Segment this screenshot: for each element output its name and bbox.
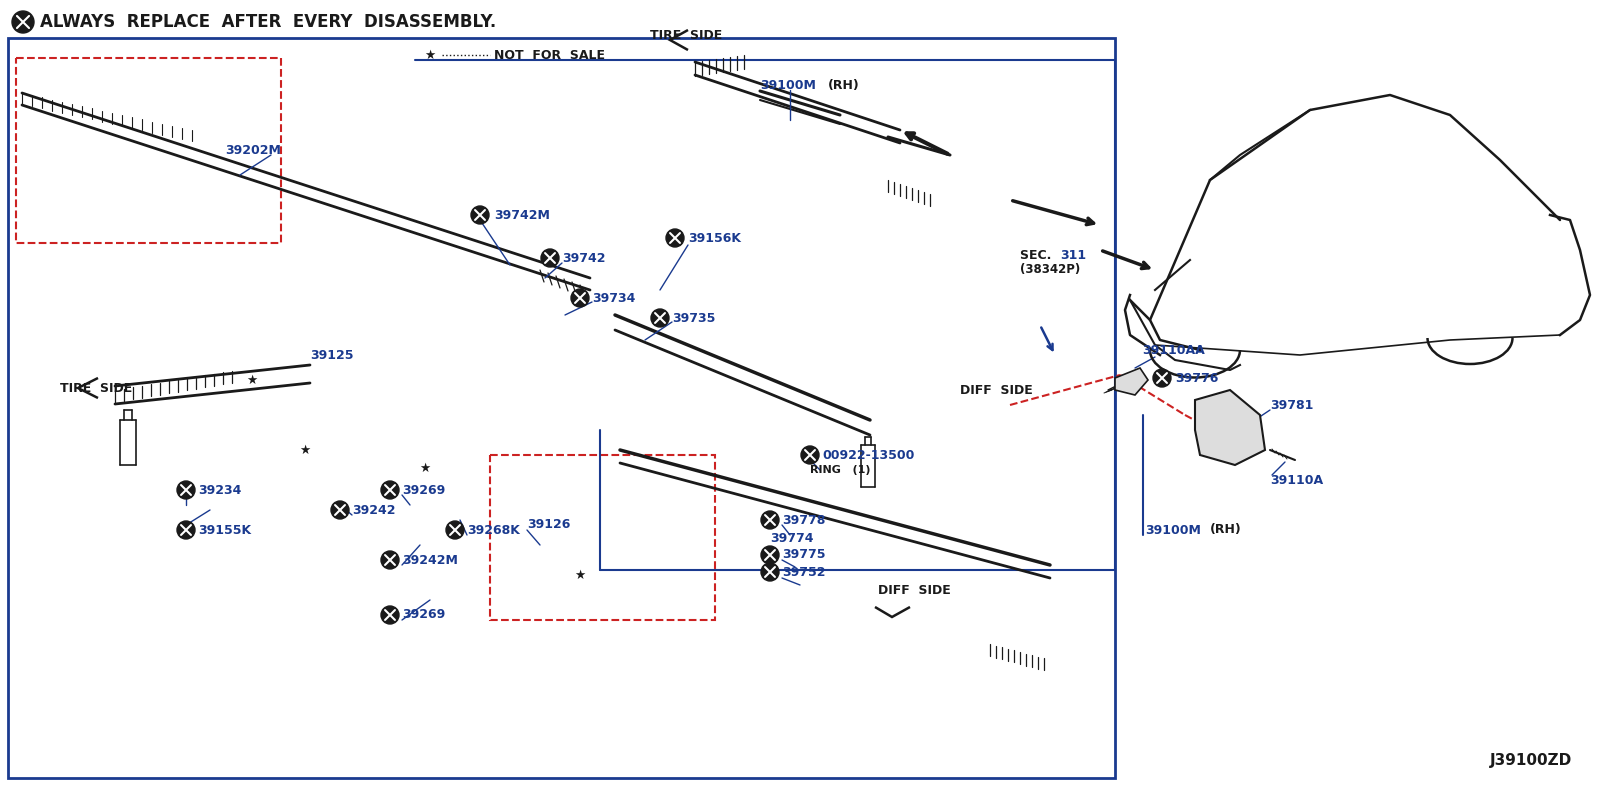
Text: (RH): (RH) bbox=[1210, 523, 1242, 537]
Text: 39742M: 39742M bbox=[494, 208, 550, 222]
Text: 00922-13500: 00922-13500 bbox=[822, 448, 914, 462]
Text: TIRE  SIDE: TIRE SIDE bbox=[650, 28, 722, 42]
Circle shape bbox=[762, 546, 779, 564]
Circle shape bbox=[178, 521, 195, 539]
Text: 39752: 39752 bbox=[782, 566, 826, 578]
Text: 39735: 39735 bbox=[672, 312, 715, 324]
Text: 39776: 39776 bbox=[1174, 372, 1218, 384]
Circle shape bbox=[381, 606, 398, 624]
Circle shape bbox=[541, 249, 558, 267]
Polygon shape bbox=[1195, 390, 1266, 465]
Bar bbox=[490, 455, 715, 620]
Text: 39100M: 39100M bbox=[1146, 523, 1202, 537]
Text: 39100M: 39100M bbox=[760, 78, 816, 92]
Text: 39155K: 39155K bbox=[198, 523, 251, 537]
Text: 39781: 39781 bbox=[1270, 398, 1314, 412]
Circle shape bbox=[178, 481, 195, 499]
Text: 39234: 39234 bbox=[198, 484, 242, 496]
Text: J39100ZD: J39100ZD bbox=[1490, 753, 1573, 768]
Text: 39734: 39734 bbox=[592, 291, 635, 305]
Text: TIRE  SIDE: TIRE SIDE bbox=[61, 382, 133, 394]
Text: 39125: 39125 bbox=[310, 349, 354, 361]
Text: 311: 311 bbox=[1059, 249, 1086, 261]
Text: DIFF  SIDE: DIFF SIDE bbox=[878, 584, 950, 596]
Text: 39242: 39242 bbox=[352, 503, 395, 517]
Circle shape bbox=[470, 206, 490, 224]
Text: DIFF  SIDE: DIFF SIDE bbox=[960, 383, 1032, 397]
Text: ★: ★ bbox=[424, 48, 435, 62]
Bar bbox=[16, 58, 282, 243]
Text: 39156K: 39156K bbox=[688, 231, 741, 245]
Circle shape bbox=[571, 289, 589, 307]
Text: (38342P): (38342P) bbox=[1021, 264, 1080, 276]
Text: 39268K: 39268K bbox=[467, 523, 520, 537]
Text: NOT  FOR  SALE: NOT FOR SALE bbox=[494, 48, 605, 62]
Circle shape bbox=[651, 309, 669, 327]
Bar bbox=[8, 38, 1115, 778]
Polygon shape bbox=[1115, 368, 1149, 395]
Circle shape bbox=[13, 11, 34, 33]
Text: 39775: 39775 bbox=[782, 548, 826, 562]
Circle shape bbox=[762, 563, 779, 581]
Circle shape bbox=[446, 521, 464, 539]
Text: ALWAYS  REPLACE  AFTER  EVERY  DISASSEMBLY.: ALWAYS REPLACE AFTER EVERY DISASSEMBLY. bbox=[40, 13, 496, 31]
Circle shape bbox=[762, 511, 779, 529]
Text: ★: ★ bbox=[419, 462, 430, 474]
Text: 39202M: 39202M bbox=[226, 144, 282, 156]
Text: ★: ★ bbox=[299, 443, 310, 457]
Circle shape bbox=[1154, 369, 1171, 387]
Circle shape bbox=[381, 481, 398, 499]
Circle shape bbox=[666, 229, 685, 247]
Text: 39269: 39269 bbox=[402, 484, 445, 496]
Text: 39778: 39778 bbox=[782, 514, 826, 526]
Text: ★: ★ bbox=[574, 569, 586, 581]
Circle shape bbox=[802, 446, 819, 464]
Text: 39242M: 39242M bbox=[402, 554, 458, 567]
Text: 39110AA: 39110AA bbox=[1142, 343, 1205, 357]
Circle shape bbox=[331, 501, 349, 519]
Text: RING   (1): RING (1) bbox=[810, 465, 870, 475]
Text: 39126: 39126 bbox=[526, 518, 570, 532]
Text: 39742: 39742 bbox=[562, 252, 605, 264]
Text: 39110A: 39110A bbox=[1270, 473, 1323, 487]
Text: ★: ★ bbox=[246, 373, 258, 387]
Text: 39269: 39269 bbox=[402, 608, 445, 622]
Text: (RH): (RH) bbox=[829, 78, 859, 92]
Circle shape bbox=[381, 551, 398, 569]
Text: 39774: 39774 bbox=[770, 532, 813, 544]
Text: SEC.: SEC. bbox=[1021, 249, 1061, 261]
